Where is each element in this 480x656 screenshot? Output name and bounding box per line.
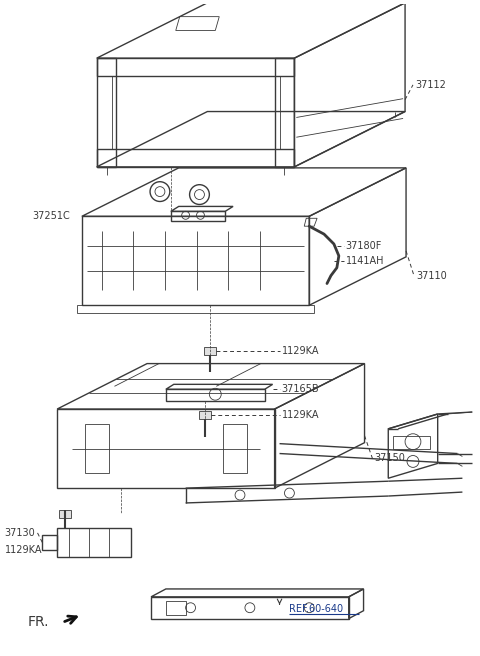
Text: 37130: 37130 [5, 527, 36, 538]
Text: 1129KA: 1129KA [281, 410, 319, 420]
Polygon shape [204, 347, 216, 355]
Polygon shape [59, 510, 71, 518]
Text: 37165B: 37165B [281, 384, 319, 394]
Text: 37180F: 37180F [346, 241, 382, 251]
Text: 1129KA: 1129KA [5, 545, 42, 556]
Text: FR.: FR. [27, 615, 49, 628]
Text: 37251C: 37251C [33, 211, 70, 221]
Polygon shape [200, 411, 211, 419]
Text: 1141AH: 1141AH [346, 256, 384, 266]
Text: 37150: 37150 [374, 453, 405, 464]
Text: 1129KA: 1129KA [281, 346, 319, 356]
Text: 37112: 37112 [415, 80, 446, 90]
Text: REF.60-640: REF.60-640 [289, 604, 344, 614]
Text: 37110: 37110 [416, 271, 447, 281]
